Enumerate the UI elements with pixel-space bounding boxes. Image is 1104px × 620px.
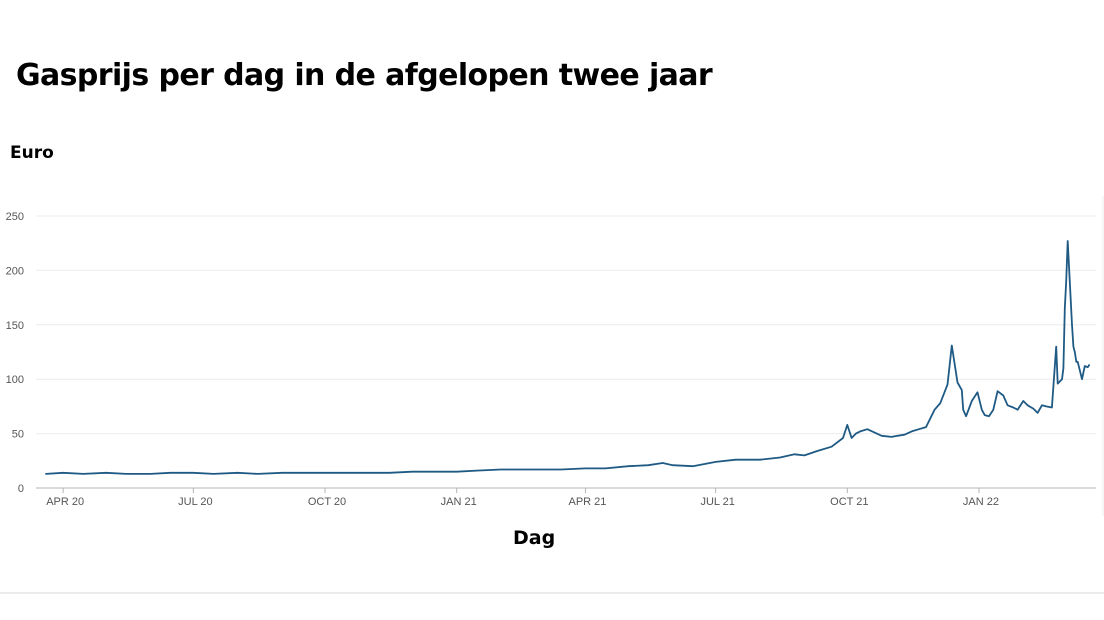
y-tick-label: 250 xyxy=(6,211,24,223)
x-tick-label: APR 21 xyxy=(568,496,606,508)
y-tick-label: 100 xyxy=(6,374,24,386)
y-tick-label: 150 xyxy=(6,320,24,332)
bottom-divider xyxy=(0,592,1104,594)
x-tick-label: OCT 20 xyxy=(308,496,346,508)
x-tick-label: JAN 21 xyxy=(441,496,477,508)
y-axis-label: Euro xyxy=(10,143,54,163)
chart-title: Gasprijs per dag in de afgelopen twee ja… xyxy=(16,58,713,93)
x-axis-label: Dag xyxy=(513,527,556,549)
y-tick-label: 0 xyxy=(18,483,24,495)
series-line xyxy=(45,240,1090,475)
x-tick-label: APR 20 xyxy=(46,496,84,508)
y-tick-label: 200 xyxy=(6,265,24,277)
x-tick-label: OCT 21 xyxy=(830,496,868,508)
x-tick-label: JUL 21 xyxy=(700,496,734,508)
y-tick-label: 50 xyxy=(12,429,24,441)
x-tick-label: JUL 20 xyxy=(178,496,212,508)
x-tick-label: JAN 22 xyxy=(963,496,999,508)
